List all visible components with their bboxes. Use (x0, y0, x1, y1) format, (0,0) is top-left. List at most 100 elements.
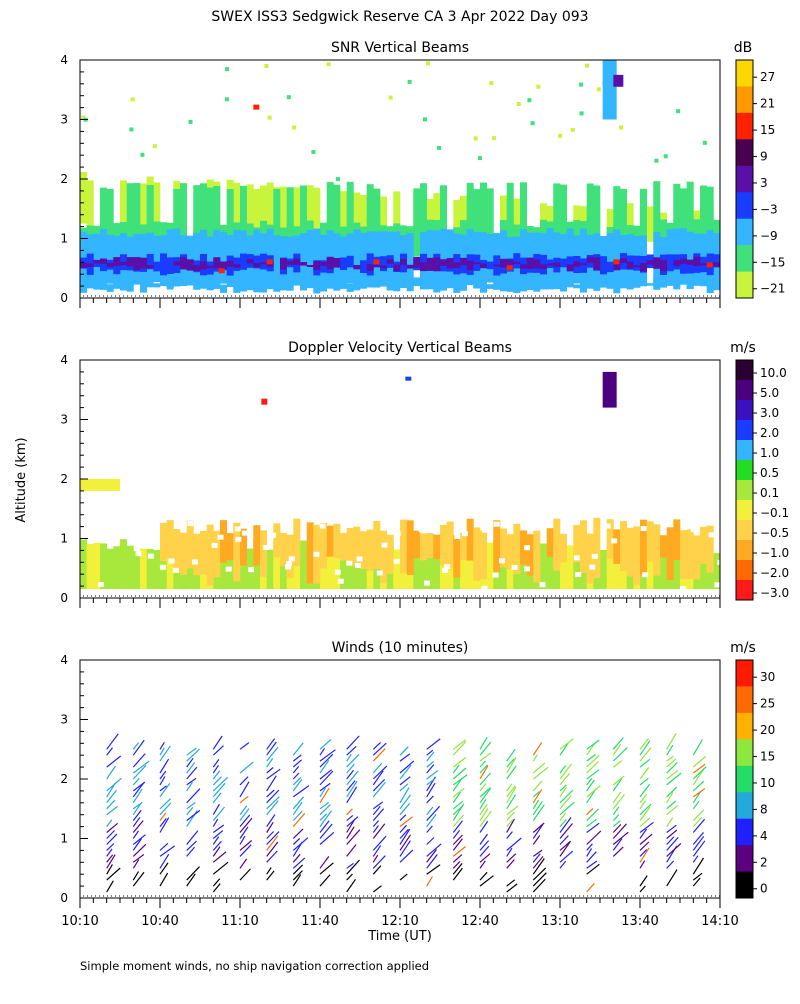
snr-cell (580, 276, 587, 293)
wind-barb (639, 847, 650, 863)
snr-cell (633, 255, 641, 271)
snr-layer-1 (100, 181, 714, 243)
wind-barb (292, 857, 306, 869)
wind-barb (106, 733, 119, 750)
doppler-gap (286, 561, 293, 567)
wind-profile (159, 741, 176, 887)
doppler-cell (506, 534, 514, 570)
wind-barb (506, 786, 517, 804)
doppler-cell (413, 530, 421, 559)
snr-cell (446, 282, 454, 289)
wind-barb (479, 788, 491, 804)
wind-profile (559, 738, 575, 869)
x-tick-label: 11:40 (301, 914, 338, 929)
wind-barb (692, 791, 702, 804)
wind-barb (666, 837, 679, 851)
snr-cell (86, 278, 94, 289)
wind-barb (479, 803, 488, 816)
doppler-cell (613, 529, 621, 564)
doppler-cell (200, 531, 207, 575)
wind-barb (479, 765, 489, 780)
snr-cell (580, 258, 587, 273)
x-tick-label: 12:40 (461, 914, 498, 929)
snr-cell (486, 261, 494, 270)
wind-barb (586, 818, 597, 828)
wind-barb (612, 846, 624, 857)
wind-profile (639, 738, 654, 893)
snr-cell (713, 254, 721, 268)
snr-cell (713, 277, 721, 285)
wind-barb (212, 792, 222, 804)
snr-cell (206, 265, 214, 269)
snr-cell (686, 261, 694, 274)
doppler-gap (680, 586, 687, 592)
snr-cell (180, 279, 187, 286)
snr-cell (106, 234, 114, 284)
wind-barb (239, 844, 252, 857)
wind-barb (452, 863, 463, 875)
wind-barb (479, 752, 492, 762)
wind-profile (692, 739, 707, 887)
wind-barb (426, 825, 433, 833)
wind-barb (586, 785, 601, 798)
colorbar-frame (735, 359, 754, 601)
snr-peak (373, 259, 380, 265)
wind-barb (692, 739, 703, 756)
wind-barb (399, 746, 409, 756)
colorbar-label: 2.0 (760, 426, 779, 440)
doppler-cell (713, 553, 721, 590)
snr-cell (80, 172, 87, 224)
winds-axes: 0 1 2 3 4 10:10 10:40 11:10 11:40 12:10 12:40 13:10… (60, 653, 738, 929)
snr-axes: 0 1 2 3 4 (60, 53, 721, 308)
snr-cell (306, 265, 314, 267)
snr-cell (686, 259, 694, 265)
wind-barb (612, 823, 627, 839)
wind-barb (319, 862, 334, 875)
wind-profile (106, 733, 122, 893)
snr-cell (546, 263, 554, 266)
wind-barb (666, 824, 677, 833)
wind-barb (106, 830, 115, 839)
wind-barb (452, 791, 461, 804)
wind-barb (452, 854, 463, 863)
snr-cell (233, 263, 241, 268)
wind-barb (506, 818, 515, 833)
winds-panel: Winds (10 minutes) 0 1 2 3 4 10:10 10:40 11:10 1… (60, 640, 775, 929)
colorbar-swatch (736, 520, 753, 541)
snr-cell (100, 258, 107, 264)
doppler-gap (539, 582, 546, 588)
x-tick-label: 11:10 (221, 914, 258, 929)
wind-barb (212, 818, 219, 827)
snr-cell (146, 265, 154, 269)
doppler-gap (394, 531, 401, 537)
wind-profile (346, 735, 361, 893)
wind-barb (452, 867, 463, 881)
snr-cell (413, 277, 421, 287)
wind-barb (559, 840, 572, 851)
colorbar-label: 0 (760, 882, 768, 896)
wind-barb (292, 874, 302, 887)
wind-barb (399, 816, 413, 828)
wind-barb (692, 872, 703, 881)
snr-cell (466, 281, 474, 286)
wind-barb (346, 735, 360, 750)
doppler-cell (80, 539, 87, 590)
colorbar-swatch (736, 580, 753, 601)
wind-barb (639, 740, 651, 756)
snr-cell (380, 196, 387, 234)
doppler-colorbar-title: m/s (730, 340, 756, 356)
snr-cell (680, 254, 687, 274)
snr-cell (333, 258, 341, 268)
snr-cell (566, 281, 574, 288)
snr-cell (353, 283, 361, 291)
snr-cell (633, 265, 641, 268)
wind-barb (159, 853, 170, 869)
snr-cell (193, 232, 201, 288)
doppler-cell (560, 543, 567, 590)
doppler-cell (253, 525, 261, 566)
wind-barb (666, 817, 674, 827)
doppler-gap (511, 564, 518, 570)
snr-cell (293, 187, 301, 235)
doppler-cell (260, 530, 267, 577)
wind-barb (319, 804, 331, 816)
